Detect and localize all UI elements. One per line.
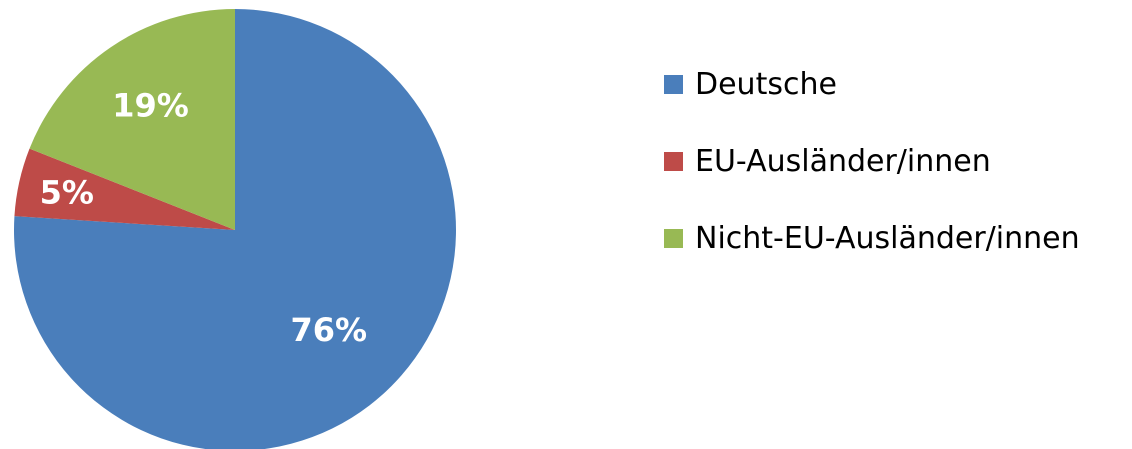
legend-label-eu-auslaender: EU-Ausländer/innen [695,143,991,179]
legend-swatch-eu-auslaender [664,151,683,171]
pie-slice-deutsche [14,9,456,449]
pie-label-deutsche: 76% [290,311,367,349]
legend-swatch-nicht-eu-auslaender [664,228,683,248]
pie-label-nicht-eu-ausl-nder-innen: 19% [112,87,189,125]
legend-item-eu-auslaender: EU-Ausländer/innen [664,141,1080,181]
legend-item-deutsche: Deutsche [664,64,1080,104]
legend-swatch-deutsche [664,74,683,94]
legend-label-nicht-eu-auslaender: Nicht-EU-Ausländer/innen [695,220,1080,256]
pie-slices [14,9,456,449]
pie-slice-eu-ausl-nder-innen [14,148,235,230]
pie-label-eu-ausl-nder-innen: 5% [40,173,94,211]
chart-legend: Deutsche EU-Ausländer/innen Nicht-EU-Aus… [664,64,1080,295]
legend-label-deutsche: Deutsche [695,66,837,102]
legend-item-nicht-eu-auslaender: Nicht-EU-Ausländer/innen [664,218,1080,258]
pie-data-labels: 76% 5% 19% [40,87,367,349]
pie-slice-nicht-eu-ausl-nder-innen [29,9,236,230]
